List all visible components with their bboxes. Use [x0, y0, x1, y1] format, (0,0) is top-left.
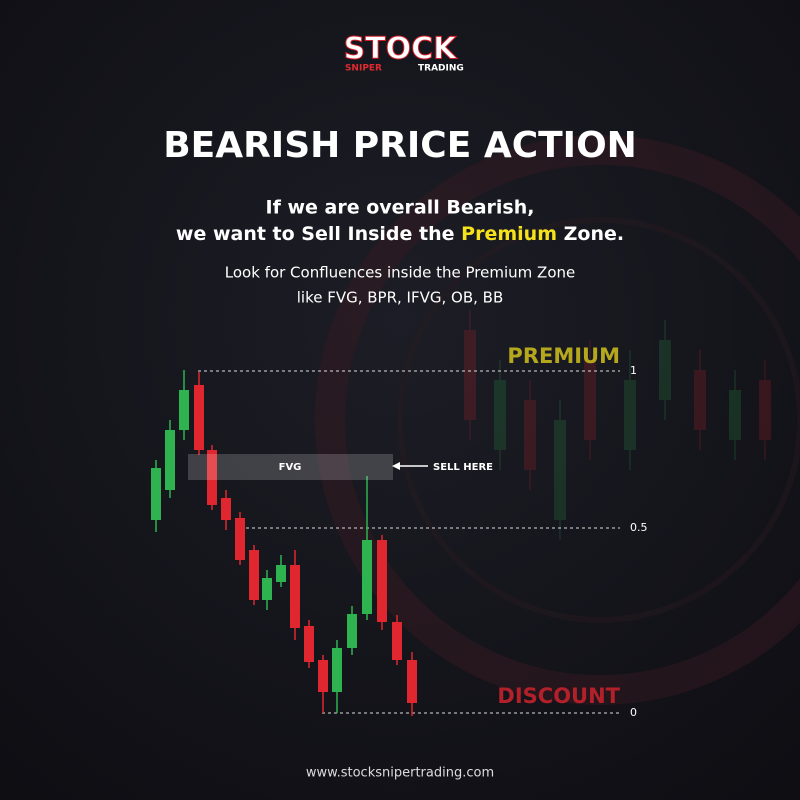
discount-label: DISCOUNT — [497, 684, 620, 708]
decor-ring — [315, 135, 800, 705]
logo-tagline: TRADING — [418, 64, 464, 74]
candle-body — [407, 660, 417, 703]
title: BEARISH PRICE ACTION — [163, 125, 637, 166]
bg-candle-body — [624, 380, 636, 450]
decor-ring — [397, 217, 800, 623]
level-label: 0.5 — [630, 521, 648, 534]
level-label: 0 — [630, 706, 637, 719]
candle-body — [221, 498, 231, 520]
bg-candle-body — [524, 400, 536, 470]
candles — [151, 370, 417, 716]
subtitle: If we are overall Bearish, — [266, 197, 535, 219]
subtitle: we want to Sell Inside the Premium Zone. — [176, 223, 624, 245]
candle-body — [194, 385, 204, 450]
premium-label: PREMIUM — [507, 344, 620, 368]
annotation: SELL HERE — [433, 462, 493, 473]
subtitle-text: we want to Sell Inside the — [176, 223, 455, 245]
bg-candle-body — [584, 360, 596, 440]
candle-body — [235, 518, 245, 560]
candle-body — [179, 390, 189, 430]
candle-body — [362, 540, 372, 614]
candle-body — [377, 540, 387, 622]
candle-body — [165, 430, 175, 490]
candle-body — [332, 648, 342, 692]
candle-body — [392, 622, 402, 660]
bg-candle-body — [759, 380, 771, 440]
bg-candle-body — [494, 380, 506, 450]
candle-body — [304, 626, 314, 662]
bg-candle-body — [554, 420, 566, 520]
arrow-head — [392, 462, 400, 470]
body-text: Look for Confluences inside the Premium … — [225, 264, 575, 282]
candle-body — [262, 578, 272, 600]
background-candles — [464, 310, 771, 540]
bg-candle-body — [694, 370, 706, 430]
body-text: like FVG, BPR, IFVG, OB, BB — [297, 289, 504, 307]
candle-body — [347, 614, 357, 648]
candle-body — [276, 565, 286, 582]
candle-body — [151, 468, 161, 520]
candle-body — [207, 450, 217, 505]
subtitle-text: Zone. — [564, 223, 624, 245]
candle-body — [318, 660, 328, 692]
subtitle-highlight: Premium — [461, 223, 557, 245]
bg-candle-body — [659, 340, 671, 400]
bg-candle-body — [729, 390, 741, 440]
fvg-label: FVG — [279, 462, 302, 473]
candle-body — [249, 550, 259, 600]
level-label: 1 — [630, 364, 637, 377]
logo-tagline: SNIPER — [345, 64, 382, 74]
candle-body — [290, 565, 300, 628]
fvg-box — [188, 454, 393, 480]
bg-candle-body — [464, 330, 476, 420]
logo-name: STOCK — [344, 32, 459, 67]
footer: www.stocksnipertrading.com — [306, 766, 494, 781]
